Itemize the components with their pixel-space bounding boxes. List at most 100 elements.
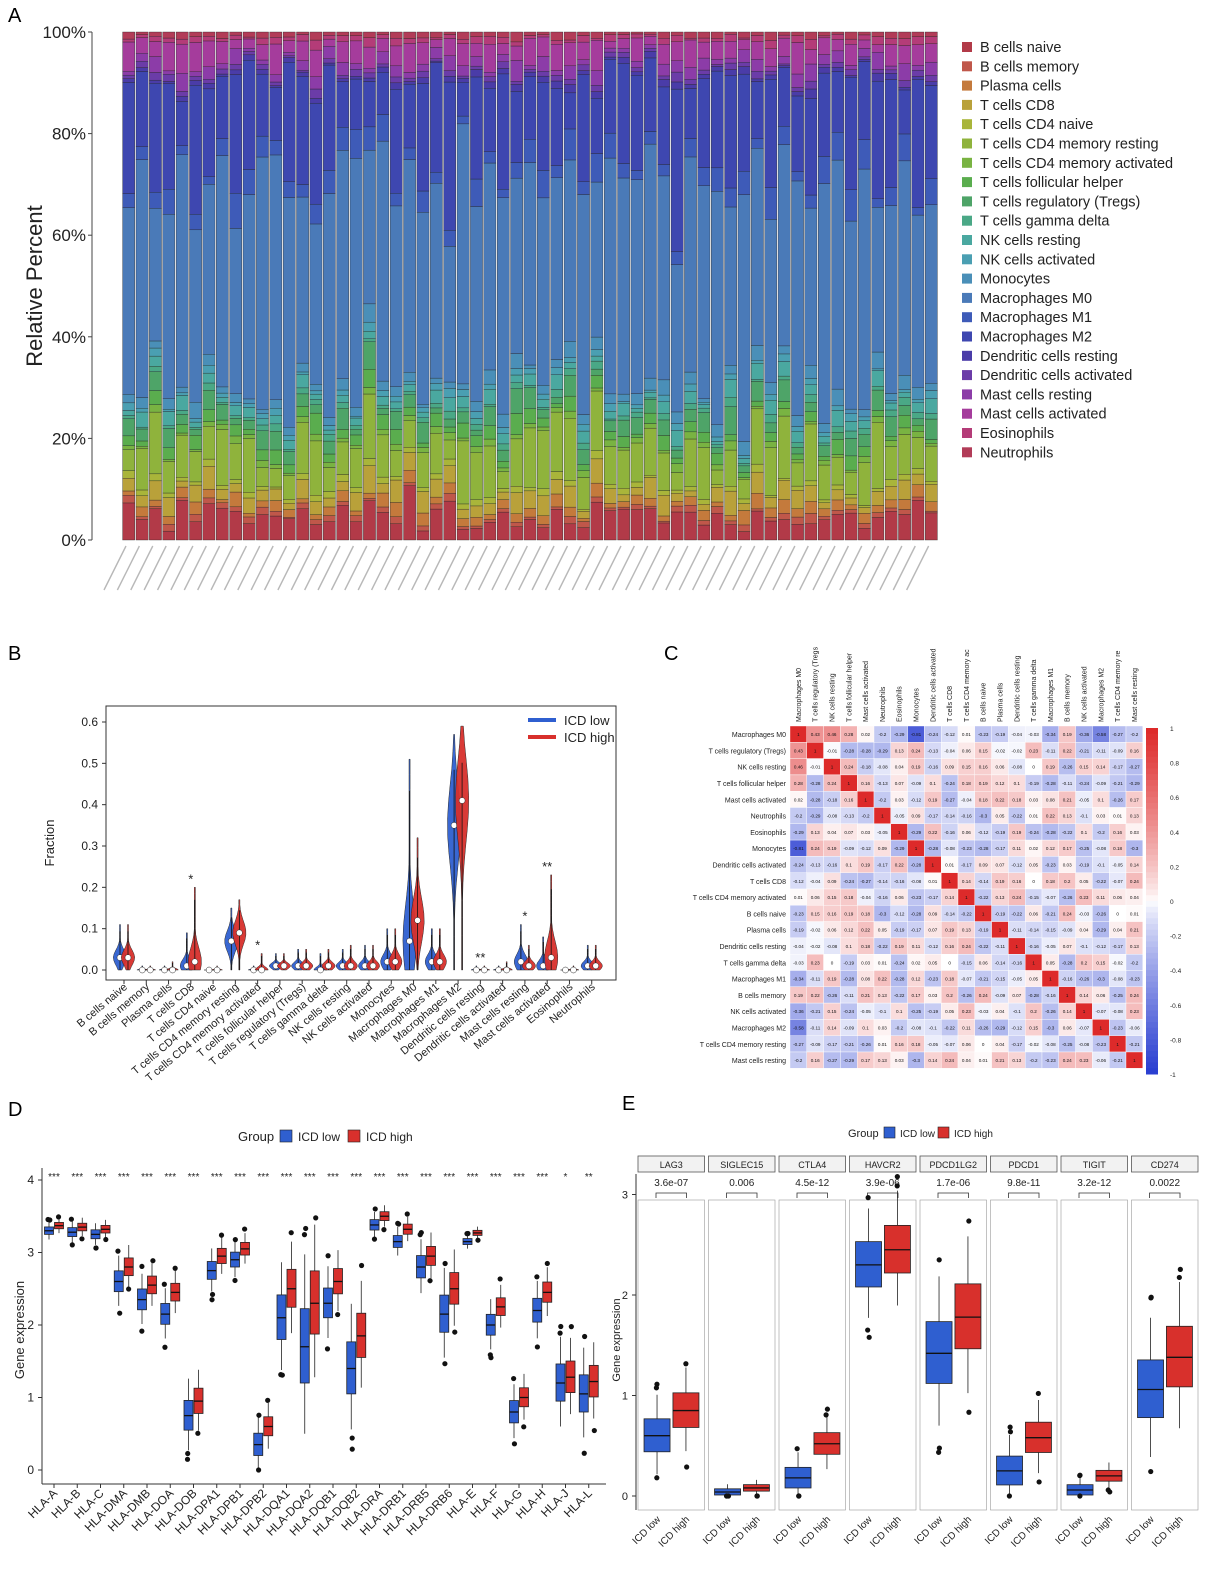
stack-segment (323, 462, 336, 468)
stack-segment (363, 369, 376, 388)
heatmap-value: -0.3 (1097, 977, 1105, 982)
stack-segment (376, 506, 390, 513)
stack-segment (323, 497, 336, 508)
stack-segment (430, 39, 443, 48)
stack-segment (711, 444, 724, 448)
stack-segment (403, 147, 416, 160)
stack-segment (443, 426, 457, 433)
stack-segment (175, 101, 189, 146)
icd-high-median (525, 962, 533, 970)
stack-segment (603, 503, 617, 509)
stack-segment (282, 427, 296, 436)
stack-segment (523, 487, 537, 492)
heatmap-value: 0.05 (1029, 977, 1038, 982)
stack-segment (256, 73, 269, 137)
heatmap-value: 0.02 (794, 797, 803, 802)
stack-segment (831, 67, 844, 72)
facet-strip (637, 1155, 705, 1173)
stack-segment (563, 92, 577, 130)
stack-segment (711, 424, 724, 438)
stack-segment (229, 479, 242, 484)
x-tick-label (130, 545, 154, 591)
stack-segment (363, 126, 376, 151)
stack-segment (443, 418, 457, 428)
heatmap-value: -0.2 (878, 797, 886, 802)
stack-segment (657, 515, 671, 522)
icd-high-outlier (684, 1464, 690, 1470)
stack-segment (884, 479, 898, 487)
heatmap-value: -0.11 (844, 993, 855, 998)
stack-segment (858, 505, 871, 508)
heatmap-value: -0.01 (827, 748, 838, 753)
stack-segment (416, 512, 430, 527)
stack-segment (323, 429, 336, 435)
heatmap-value: 0.09 (878, 846, 887, 851)
heatmap-value: 0.22 (996, 797, 1005, 802)
icd-high-outlier (358, 1262, 365, 1269)
x-tick-label (397, 545, 421, 591)
heatmap-value: 0.22 (1046, 814, 1055, 819)
stack-segment (831, 159, 844, 390)
stack-segment (189, 521, 202, 541)
stack-segment (844, 31, 858, 40)
stack-segment (603, 393, 617, 404)
stack-segment (256, 418, 269, 426)
stack-segment (898, 427, 911, 435)
stack-segment (309, 223, 323, 385)
stack-segment (309, 399, 323, 405)
heatmap-value: -0.22 (961, 911, 972, 916)
stack-segment (603, 31, 617, 36)
heatmap-value: -0.34 (793, 977, 804, 982)
stack-segment (911, 431, 925, 438)
stack-segment (804, 485, 818, 502)
stack-segment (563, 395, 577, 412)
heatmap-value: -0.28 (810, 781, 821, 786)
stack-segment (122, 490, 135, 496)
stack-segment (323, 440, 336, 455)
stack-segment (189, 36, 202, 43)
stack-segment (483, 151, 497, 164)
stack-segment (336, 31, 349, 36)
stack-segment (282, 40, 296, 53)
stack-segment (443, 38, 457, 56)
stack-segment (323, 193, 336, 418)
heatmap-value: 0.23 (1130, 1009, 1139, 1014)
heatmap-value: -0.19 (995, 830, 1006, 835)
heatmap-value: -0.08 (1045, 1042, 1056, 1047)
stack-segment (282, 62, 296, 182)
stack-segment (657, 75, 671, 80)
heatmap-value: 0.19 (844, 911, 853, 916)
stack-segment (657, 38, 671, 45)
stack-segment (376, 63, 390, 68)
heatmap-value: -0.26 (961, 993, 972, 998)
stack-segment (724, 524, 737, 541)
stack-segment (537, 71, 550, 77)
significance-marker: ** (475, 950, 485, 965)
heatmap-value: 0.16 (1012, 879, 1021, 884)
stack-segment (898, 509, 911, 515)
stack-segment (657, 63, 671, 77)
icd-low-outlier (442, 1361, 448, 1367)
stack-segment (791, 31, 804, 36)
stack-segment (470, 411, 483, 419)
stack-segment (336, 62, 349, 76)
heatmap-value: 1 (1133, 1058, 1136, 1063)
icd-low-outlier (68, 1216, 74, 1222)
heatmap-value: -0.26 (1062, 895, 1073, 900)
heatmap-value: -0.07 (944, 1042, 955, 1047)
column-label: Eosinophils (897, 686, 904, 722)
colorbar-segment (1146, 901, 1158, 908)
stack-segment (764, 219, 778, 383)
x-tick-label (183, 545, 207, 591)
stack-segment (670, 489, 684, 494)
stack-segment (269, 468, 283, 488)
heatmap-value: -0.17 (1012, 1042, 1023, 1047)
stack-segment (430, 389, 443, 404)
stack-segment (577, 449, 590, 465)
heatmap-value: -0.08 (911, 879, 922, 884)
significance-marker: ** (542, 859, 552, 874)
stack-segment (202, 36, 216, 42)
stack-segment (389, 516, 403, 524)
legend-label: T cells CD4 memory activated (980, 156, 1173, 172)
heatmap-value: 0.24 (1063, 911, 1072, 916)
